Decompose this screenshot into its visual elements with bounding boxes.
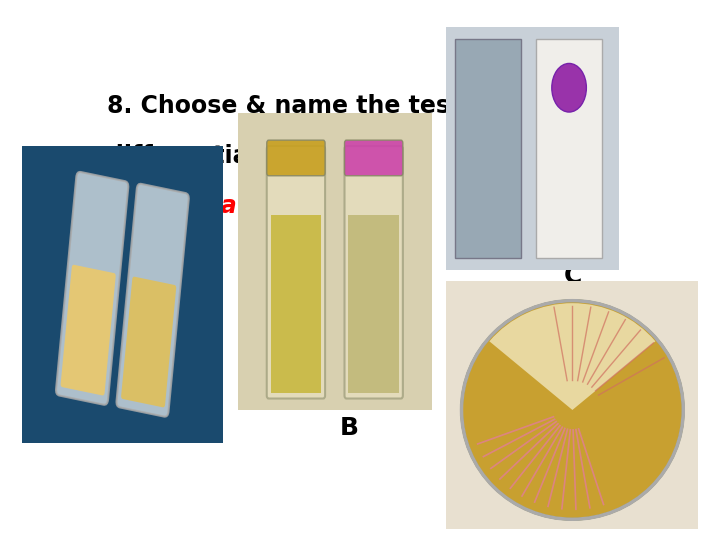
Text: differentiates between: differentiates between [107, 144, 421, 168]
FancyBboxPatch shape [56, 172, 128, 405]
FancyBboxPatch shape [345, 146, 403, 399]
Text: C: C [564, 265, 582, 288]
Text: &: & [349, 144, 378, 168]
FancyBboxPatch shape [267, 140, 325, 176]
Text: B: B [340, 416, 359, 440]
Text: D: D [546, 464, 566, 488]
Circle shape [462, 301, 683, 519]
FancyBboxPatch shape [121, 276, 176, 407]
FancyBboxPatch shape [117, 184, 189, 417]
Text: A: A [172, 416, 192, 440]
Bar [271, 215, 321, 393]
Text: Klebsiella spp.: Klebsiella spp. [107, 194, 302, 218]
Text: 8. Choose & name the test that: 8. Choose & name the test that [107, 94, 524, 118]
FancyBboxPatch shape [345, 140, 403, 176]
FancyBboxPatch shape [267, 146, 325, 399]
Bar [348, 215, 399, 393]
Bar [455, 39, 521, 258]
Bar [536, 39, 602, 258]
Circle shape [552, 63, 586, 112]
Text: E.coli: E.coli [305, 144, 377, 168]
FancyBboxPatch shape [60, 265, 116, 395]
Wedge shape [490, 303, 655, 410]
